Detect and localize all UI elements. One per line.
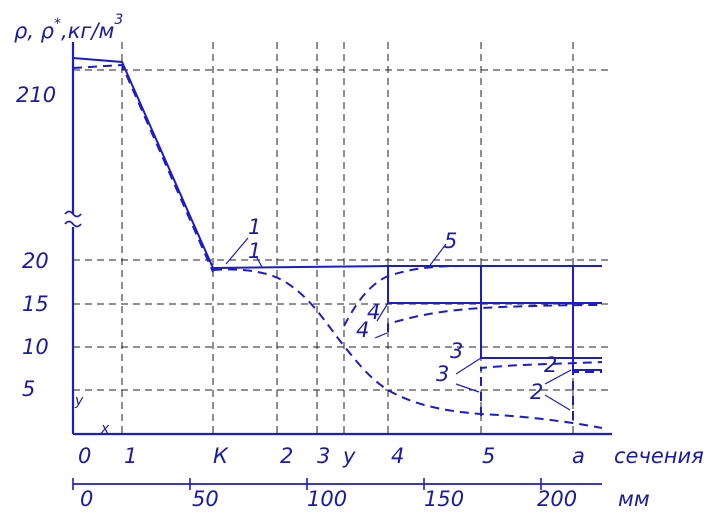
section-k: К: [213, 444, 229, 468]
mm-tick-150: 150: [424, 487, 464, 511]
mm-tick-100: 100: [307, 487, 347, 511]
grid: [73, 42, 612, 433]
mm-tick-50: 50: [192, 487, 219, 511]
section-3: 3: [317, 444, 330, 468]
curve-3-dashed: [480, 361, 603, 416]
curve-label-5: 5: [444, 229, 457, 253]
sections-label: сечения: [614, 444, 704, 468]
section-0: 0: [78, 444, 91, 468]
y-tick-15: 15: [22, 292, 49, 316]
y-axis-title: ρ, ρ*,кг/м3: [14, 12, 123, 43]
curve-label-3-solid: 3: [450, 339, 463, 363]
y-tick-210: 210: [16, 83, 56, 107]
curve-4-solid: [387, 266, 602, 304]
curve-label-1-solid: 1: [248, 215, 261, 239]
corner-x-mark: x: [100, 421, 110, 437]
mm-tick-0: 0: [80, 487, 93, 511]
curve-label-3-dashed: 3: [436, 362, 449, 386]
curve-4-dashed: [387, 304, 603, 332]
y-tick-20: 20: [22, 249, 49, 273]
leaders: [225, 237, 572, 411]
y-tick-10: 10: [22, 335, 49, 359]
curve-1-dashed: [212, 268, 603, 429]
curve-3-solid: [480, 266, 602, 359]
section-5: 5: [482, 444, 495, 468]
curve-label-4-dashed: 4: [356, 318, 369, 342]
section-1: 1: [124, 444, 137, 468]
curve-main-solid: [72, 57, 602, 270]
curve-label-4-solid: 4: [367, 300, 380, 324]
curve-5-dashed: [343, 265, 602, 327]
axis-break-mark: [64, 210, 82, 228]
curve-main-dashed: [72, 63, 214, 273]
curve-label-1-dashed: 1: [248, 239, 261, 263]
section-2: 2: [280, 444, 293, 468]
corner-y-mark: y: [74, 393, 84, 409]
curves: [72, 57, 603, 429]
curve-label-2-dashed: 2: [530, 380, 543, 404]
section-a: а: [572, 444, 585, 468]
curve-label-2-solid: 2: [544, 353, 557, 377]
section-u: у: [342, 444, 356, 468]
axes: [64, 42, 612, 490]
y-tick-5: 5: [22, 377, 35, 401]
mm-label: мм: [618, 487, 650, 511]
mm-tick-200: 200: [537, 487, 577, 511]
curve-2-solid: [572, 266, 602, 371]
section-4: 4: [391, 444, 404, 468]
curve-2-dashed: [572, 371, 602, 420]
